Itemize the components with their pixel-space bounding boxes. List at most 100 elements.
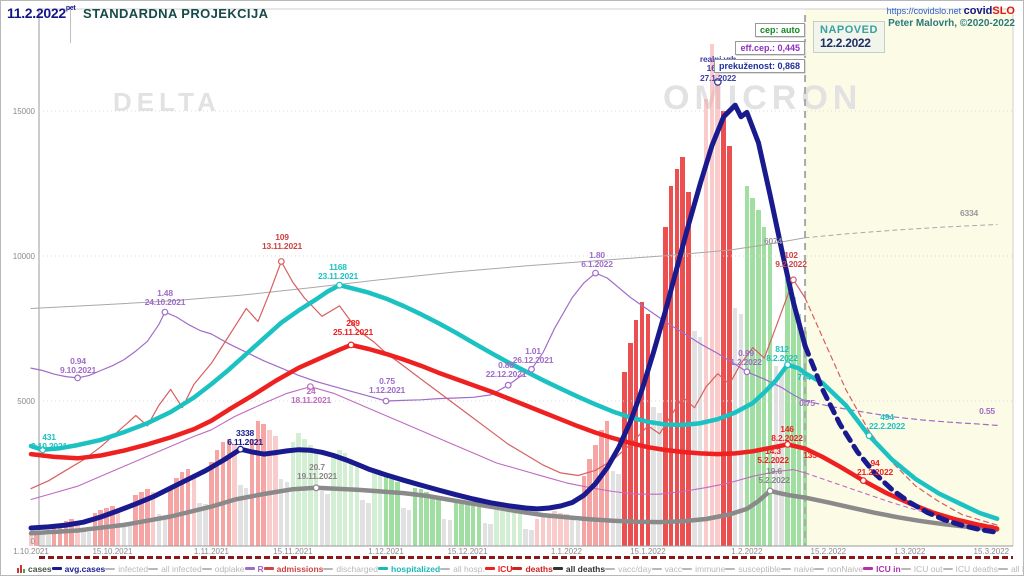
daily-cases-bar	[226, 438, 232, 546]
legend-item-admissions[interactable]: admissions	[263, 563, 324, 574]
site-url-link[interactable]: https://covidslo.net	[886, 6, 962, 16]
series-dash-icon	[105, 567, 116, 570]
y-tick-label: 0	[30, 537, 35, 546]
daily-cases-bar	[587, 459, 592, 546]
legend-item-vacc[interactable]: vacc	[651, 563, 683, 574]
daily-cases-bar	[727, 145, 732, 546]
legend-item-label: all deaths	[565, 563, 606, 574]
legend-item-odplake[interactable]: odplake	[201, 564, 245, 574]
prekuzenost-status-chip: prekuženost: 0,868	[713, 59, 805, 73]
daily-cases-bar	[540, 517, 546, 546]
daily-cases-bar	[500, 509, 505, 547]
daily-cases-bar	[744, 186, 750, 546]
legend-item-all-icu[interactable]: all ICU	[998, 564, 1023, 574]
daily-cases-bar	[430, 495, 435, 547]
legend-item-label: all hosp.	[453, 563, 485, 574]
legend-item-immune[interactable]: immune	[682, 564, 725, 574]
peak-marker	[39, 446, 46, 454]
legend-item-discharged[interactable]: discharged	[323, 564, 378, 574]
site-link-row: https://covidslo.net covidSLO	[887, 5, 1015, 17]
legend-item-cases[interactable]: cases	[17, 564, 52, 574]
y-tick-label: 10000	[12, 252, 35, 261]
legend-item-label: R	[257, 563, 264, 574]
daily-cases-bar	[86, 531, 92, 546]
legend-item-icu[interactable]: ICU	[484, 564, 512, 574]
peak-marker	[784, 361, 791, 369]
daily-cases-bar	[575, 521, 581, 547]
series-dash-icon	[148, 567, 159, 570]
daily-cases-bar	[482, 522, 488, 546]
x-tick-label: 1.12.2021	[368, 547, 404, 556]
report-date: 11.2.2022pet	[7, 5, 76, 21]
legend-item-icu-deaths[interactable]: ICU deaths	[942, 563, 999, 574]
cases-bars-icon	[17, 564, 25, 573]
legend-item-vacc-day[interactable]: vacc/day	[605, 564, 652, 574]
daily-cases-bar	[453, 501, 459, 547]
daily-cases-bar	[796, 314, 802, 546]
legend-item-infected[interactable]: infected	[105, 564, 148, 574]
legend-item-all-deaths[interactable]: all deaths	[552, 563, 606, 574]
legend-item-label: infected	[118, 563, 149, 574]
series-dash-icon	[682, 567, 693, 570]
legend-item-deaths[interactable]: deaths	[512, 563, 553, 574]
daily-cases-bar	[255, 421, 261, 546]
daily-cases-bar	[447, 519, 453, 546]
peak-marker	[784, 441, 791, 448]
legend-item-label: deaths	[525, 563, 553, 574]
x-tick-label: 1.3.2022	[894, 547, 926, 556]
daily-cases-bar	[342, 453, 348, 546]
daily-cases-bar	[121, 525, 127, 546]
series-dash-icon	[814, 567, 825, 570]
legend-item-label: vacc	[664, 563, 683, 574]
napoved-label: NAPOVED	[820, 24, 878, 36]
legend-item-all-infected[interactable]: all infected	[148, 564, 202, 574]
legend-item-susceptible[interactable]: susceptible	[725, 564, 781, 574]
series-r	[30, 272, 806, 402]
delta-watermark: DELTA	[113, 87, 221, 117]
daily-cases-bar	[34, 530, 39, 546]
forecast-napoved-box: NAPOVED 12.2.2022	[813, 21, 885, 53]
legend-item-nonnaive[interactable]: nonNaive	[814, 564, 863, 574]
daily-cases-bar	[348, 459, 354, 546]
x-tick-label: 15.11.2021	[273, 547, 313, 556]
daily-cases-bar	[715, 58, 720, 546]
effcep-status-chip: eff.cep.: 0,445	[735, 41, 805, 55]
daily-cases-bar	[494, 508, 499, 546]
legend-item-icu-out[interactable]: ICU out	[900, 564, 943, 574]
series-dash-icon	[605, 567, 616, 570]
daily-cases-bar	[651, 406, 656, 546]
x-tick-label: 15.3.2022	[973, 547, 1010, 556]
legend-item-icu-in[interactable]: ICU in	[863, 564, 901, 574]
legend-item-avg-cases[interactable]: avg.cases	[51, 564, 105, 574]
daily-cases-bar	[75, 521, 80, 546]
daily-cases-bar	[639, 302, 645, 546]
daily-cases-bar	[773, 366, 779, 546]
daily-cases-bar	[470, 505, 476, 546]
legend-item-r[interactable]: R	[244, 563, 264, 574]
daily-cases-bar	[616, 473, 621, 546]
legend-item-all-hosp-[interactable]: all hosp.	[440, 564, 485, 574]
series-dash-icon	[552, 567, 563, 570]
daily-cases-bar	[203, 503, 208, 546]
series-all-deaths-cumulative-	[30, 237, 806, 309]
daily-cases-bar	[81, 530, 86, 546]
legend-item-label: discharged	[336, 563, 379, 574]
legend-item-label: ICU deaths	[955, 563, 999, 574]
series-dash-icon	[942, 567, 953, 570]
series-dash-icon	[378, 567, 389, 570]
daily-cases-bar	[750, 198, 755, 546]
series-avg-cases	[802, 343, 1000, 535]
legend-item-hospitalized[interactable]: hospitalized	[378, 564, 440, 574]
daily-cases-bar	[162, 515, 168, 546]
date-ruler	[39, 556, 1013, 559]
daily-cases-bar	[220, 441, 226, 546]
daily-cases-bar	[593, 444, 598, 546]
daily-cases-bar	[436, 498, 441, 546]
daily-cases-bar	[599, 430, 604, 546]
x-tick-label: 15.1.2022	[630, 547, 666, 556]
x-tick-label: 15.12.2021	[447, 547, 488, 556]
legend-item-label: admissions	[276, 563, 324, 574]
legend-item-naive[interactable]: naive	[780, 564, 814, 574]
daily-cases-bar	[680, 157, 685, 546]
